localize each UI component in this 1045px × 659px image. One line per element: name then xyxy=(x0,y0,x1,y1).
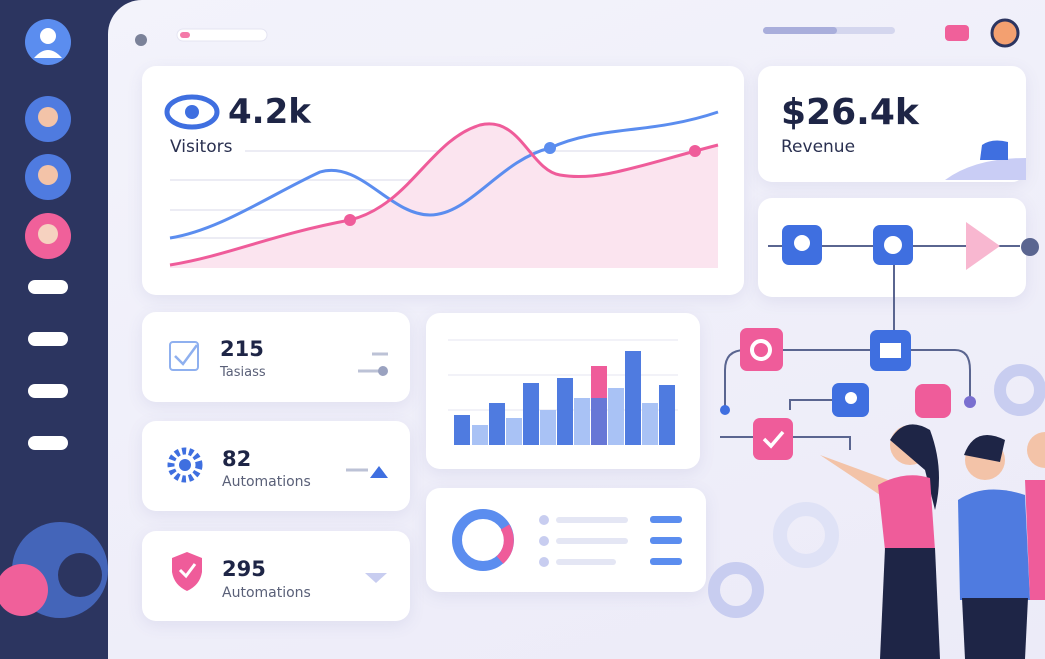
nav-item[interactable] xyxy=(28,436,68,450)
shield-icon xyxy=(172,552,202,591)
avatar-head xyxy=(40,28,56,44)
node-check xyxy=(753,418,793,460)
point xyxy=(689,145,701,157)
gear-icon xyxy=(179,459,191,471)
triangle xyxy=(365,573,387,583)
stat-label: Automations xyxy=(222,474,311,490)
avatar-face xyxy=(38,224,58,244)
icon xyxy=(174,344,199,366)
gear-hole xyxy=(58,553,102,597)
avatar-face xyxy=(38,107,58,127)
person-legs xyxy=(880,548,940,659)
notification-icon[interactable] xyxy=(945,25,969,41)
dot xyxy=(378,366,388,376)
node xyxy=(740,328,783,371)
progress-fill xyxy=(763,27,837,34)
avatar-face xyxy=(38,165,58,185)
person-hair xyxy=(964,435,1005,462)
nav-item[interactable] xyxy=(28,332,68,346)
person-hair xyxy=(890,424,939,510)
icon xyxy=(178,563,197,579)
nav-item[interactable] xyxy=(28,384,68,398)
icon xyxy=(884,236,902,254)
dot xyxy=(135,34,147,46)
gear xyxy=(708,562,764,618)
endpoint xyxy=(1021,238,1039,256)
point xyxy=(344,214,356,226)
indicator xyxy=(180,32,190,38)
node xyxy=(915,384,951,418)
person-shirt xyxy=(958,489,1030,600)
revenue-value: $26.4k xyxy=(781,92,919,133)
task-icon xyxy=(169,341,199,371)
person-legs xyxy=(962,598,1028,659)
gear-icon xyxy=(167,447,203,483)
profile-icon[interactable] xyxy=(990,18,1020,48)
stat-value: 215 xyxy=(220,337,264,361)
arm xyxy=(820,455,888,495)
point xyxy=(544,142,556,154)
nav-item[interactable] xyxy=(28,280,68,294)
person-shirt xyxy=(1025,480,1045,600)
stat-label: Tasiass xyxy=(220,365,266,380)
gear xyxy=(773,502,839,568)
line-blue xyxy=(169,110,719,240)
stat-value: 295 xyxy=(222,557,266,581)
arrow xyxy=(966,222,1000,270)
bars xyxy=(454,351,675,445)
shape xyxy=(980,140,1008,160)
legend xyxy=(539,515,682,567)
endpoint xyxy=(720,405,730,415)
visitors-value: 4.2k xyxy=(228,92,311,132)
icon xyxy=(762,430,785,449)
person-shirt xyxy=(878,475,935,550)
visitors-label: Visitors xyxy=(170,137,233,157)
area xyxy=(170,123,718,268)
revenue-card xyxy=(758,66,1026,182)
gear xyxy=(0,564,48,616)
revenue-label: Revenue xyxy=(781,137,856,157)
avatar-body xyxy=(34,50,62,58)
endpoint xyxy=(964,396,976,408)
eye-icon xyxy=(164,94,220,130)
stat-value: 82 xyxy=(222,447,252,471)
search-bar[interactable] xyxy=(176,28,268,42)
icon xyxy=(794,235,810,251)
stat-label: Automations xyxy=(222,585,311,601)
icon xyxy=(845,392,857,404)
donut-segment xyxy=(496,524,514,564)
icon xyxy=(880,343,901,358)
icon xyxy=(750,339,772,361)
triangle xyxy=(370,466,388,478)
line-pink xyxy=(169,122,719,267)
person-head xyxy=(1027,432,1045,468)
wave xyxy=(945,158,1026,180)
gear xyxy=(994,364,1045,416)
eye-pupil xyxy=(185,105,199,119)
